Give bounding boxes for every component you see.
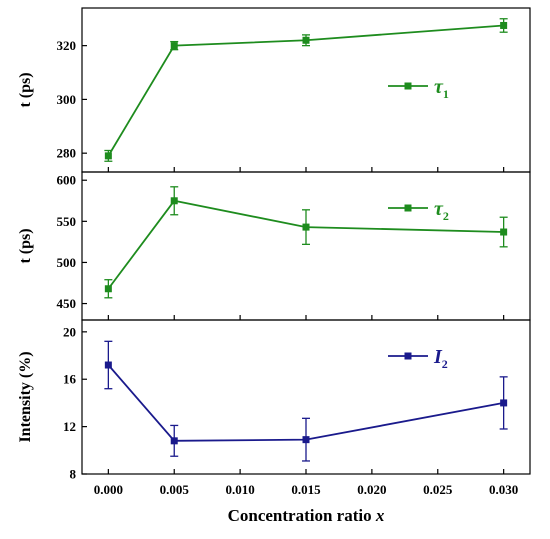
panel-frame [81, 7, 531, 173]
legend-main: I [433, 346, 443, 368]
data-point [500, 228, 508, 236]
legend: I2 [388, 346, 448, 371]
y-tick-label: 12 [63, 419, 76, 434]
y-tick-label: 16 [63, 372, 77, 387]
y-tick-label: 300 [57, 92, 77, 107]
legend-marker [404, 82, 412, 90]
data-point [302, 436, 310, 444]
y-tick-label: 450 [57, 296, 77, 311]
y-tick-label: 600 [57, 173, 77, 188]
y-tick-label: 320 [57, 38, 77, 53]
x-tick-label: 0.000 [94, 482, 123, 497]
y-tick-label: 280 [57, 146, 77, 161]
legend: τ2 [388, 198, 449, 223]
legend-subscript: 1 [443, 87, 449, 101]
y-tick-label: 8 [70, 467, 77, 482]
x-tick-label: 0.005 [160, 482, 190, 497]
x-tick-label: 0.015 [291, 482, 321, 497]
legend-label: τ1 [434, 76, 449, 101]
data-point [500, 21, 508, 29]
y-axis-label: t (ps) [17, 72, 34, 107]
panel-2: 450 500 550 600 t (ps) τ2 [17, 171, 531, 321]
data-point [302, 36, 310, 44]
data-point [500, 399, 508, 407]
y-tick-label: 550 [57, 214, 77, 229]
legend-subscript: 2 [442, 357, 448, 371]
legend-marker [404, 204, 412, 212]
x-tick-label: 0.025 [423, 482, 453, 497]
data-point [170, 437, 178, 445]
series-line [107, 199, 504, 290]
y-axis-label: Intensity (%) [17, 351, 34, 442]
data-point [104, 285, 112, 293]
panel-1: 280 300 320 t (ps) τ1 [17, 7, 531, 173]
y-tick-label: 20 [63, 324, 76, 339]
legend: τ1 [388, 76, 449, 101]
x-tick-label: 0.030 [489, 482, 518, 497]
x-axis-label-text: Concentration ratio [228, 506, 376, 525]
data-point [302, 223, 310, 231]
data-point [104, 361, 112, 369]
legend-label: I2 [433, 346, 448, 371]
legend-label: τ2 [434, 198, 449, 223]
data-point [170, 197, 178, 205]
panel-frame [81, 171, 531, 321]
legend-main: τ [434, 76, 444, 98]
series-line [107, 24, 504, 157]
y-tick-label: 500 [57, 255, 77, 270]
legend-marker [404, 352, 412, 360]
panel-3: 8 12 16 20 Intensity (%) I2 [17, 319, 531, 482]
x-tick-label: 0.010 [225, 482, 254, 497]
legend-main: τ [434, 198, 444, 220]
x-tick-label: 0.020 [357, 482, 386, 497]
y-axis-label: t (ps) [17, 228, 34, 263]
data-point [104, 152, 112, 160]
series-line [107, 364, 504, 442]
data-point [170, 42, 178, 50]
x-axis-label: Concentration ratio x [228, 506, 385, 525]
x-axis-label-var: x [375, 506, 385, 525]
legend-subscript: 2 [443, 209, 449, 223]
